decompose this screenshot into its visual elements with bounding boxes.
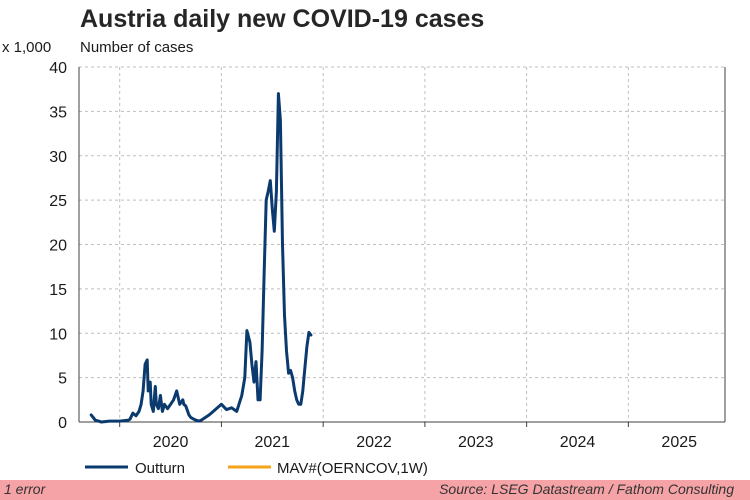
x-tick-label: 2020 xyxy=(153,434,189,451)
x-tick-label: 2021 xyxy=(254,434,290,451)
legend-label-mav: MAV#(OERNCOV,1W) xyxy=(277,460,428,477)
y-tick-label: 40 xyxy=(49,60,67,77)
chart: Austria daily new COVID-19 cases x 1,000… xyxy=(2,5,726,477)
y-tick-label: 30 xyxy=(49,149,67,166)
y-tick-label: 20 xyxy=(49,238,67,255)
y-tick-label: 5 xyxy=(58,371,67,388)
y-tick-label: 10 xyxy=(49,326,67,343)
x-tick-label: 2025 xyxy=(661,434,697,451)
unit-multiplier-label: x 1,000 xyxy=(2,39,51,56)
grid xyxy=(79,66,725,422)
y-tick-label: 35 xyxy=(49,104,67,121)
x-tick-label: 2024 xyxy=(560,434,596,451)
error-count[interactable]: 1 error xyxy=(4,481,46,497)
status-footer: 1 error Source: LSEG Datastream / Fathom… xyxy=(0,480,750,500)
source-note: Source: LSEG Datastream / Fathom Consult… xyxy=(439,481,734,497)
y-tick-label: 25 xyxy=(49,193,67,210)
legend-label-outturn: Outturn xyxy=(135,460,185,477)
y-tick-label: 15 xyxy=(49,282,67,299)
x-tick-label: 2023 xyxy=(458,434,494,451)
chart-title: Austria daily new COVID-19 cases xyxy=(80,5,484,33)
y-axis-label: Number of cases xyxy=(80,39,193,56)
legend: Outturn MAV#(OERNCOV,1W) xyxy=(85,460,428,477)
series-lines xyxy=(89,92,313,424)
y-tick-label: 0 xyxy=(58,415,67,432)
x-tick-label: 2022 xyxy=(356,434,392,451)
series-line-outturn xyxy=(89,92,313,424)
